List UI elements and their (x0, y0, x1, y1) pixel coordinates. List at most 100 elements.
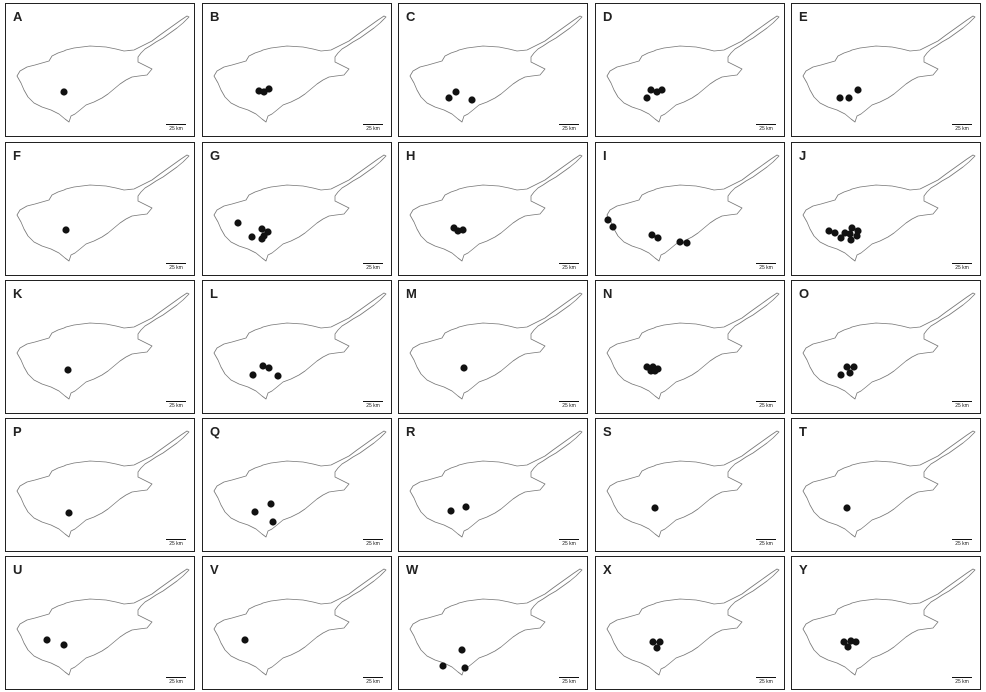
scale-bar-label: 25 km (759, 265, 773, 271)
cyprus-map (409, 154, 583, 262)
map-panel-h: H 25 km (398, 142, 588, 276)
cyprus-outline (213, 15, 387, 123)
scale-bar-label: 25 km (562, 541, 576, 547)
map-panel-f: F 25 km (5, 142, 195, 276)
cyprus-outline (606, 568, 780, 676)
scale-bar-label: 25 km (169, 126, 183, 132)
scale-bar: 25 km (756, 124, 776, 132)
site-marker (653, 644, 661, 652)
site-marker (843, 504, 851, 512)
scale-bar: 25 km (363, 124, 383, 132)
site-marker (265, 364, 273, 372)
map-panel-d: D 25 km (595, 3, 785, 137)
site-marker (60, 641, 68, 649)
scale-bar-label: 25 km (562, 265, 576, 271)
occurrence-sites (62, 226, 70, 234)
scale-bar-line (952, 677, 972, 678)
site-marker (267, 500, 275, 508)
map-panel-s: S 25 km (595, 418, 785, 552)
occurrence-sites (651, 504, 659, 512)
cyprus-map (16, 15, 190, 123)
cyprus-map (802, 430, 976, 538)
site-marker (654, 234, 662, 242)
panel-label: C (406, 9, 416, 24)
map-panel-a: A 25 km (5, 3, 195, 137)
panel-label: W (406, 562, 419, 577)
site-marker (43, 636, 51, 644)
cyprus-map (606, 292, 780, 400)
map-panel-p: P 25 km (5, 418, 195, 552)
cyprus-map (802, 154, 976, 262)
scale-bar: 25 km (756, 263, 776, 271)
site-marker (854, 86, 862, 94)
occurrence-sites (604, 216, 691, 247)
scale-bar-line (952, 401, 972, 402)
scale-bar-line (756, 401, 776, 402)
cyprus-map (409, 292, 583, 400)
scale-bar-line (166, 124, 186, 125)
scale-bar-label: 25 km (955, 126, 969, 132)
site-marker (643, 94, 651, 102)
cyprus-map (802, 568, 976, 676)
occurrence-sites (450, 224, 467, 235)
cyprus-outline (213, 568, 387, 676)
scale-bar-label: 25 km (759, 126, 773, 132)
occurrence-sites (643, 363, 662, 375)
cyprus-outline (409, 430, 583, 538)
scale-bar-line (166, 263, 186, 264)
scale-bar-label: 25 km (366, 265, 380, 271)
cyprus-map (606, 430, 780, 538)
map-panel-l: L 25 km (202, 280, 392, 414)
site-marker (846, 369, 854, 377)
scale-bar: 25 km (559, 677, 579, 685)
cyprus-outline (802, 430, 976, 538)
panel-label: J (799, 148, 807, 163)
scale-bar: 25 km (952, 263, 972, 271)
occurrence-sites (843, 504, 851, 512)
site-marker (62, 226, 70, 234)
cyprus-outline (409, 568, 583, 676)
map-panel-c: C 25 km (398, 3, 588, 137)
map-panel-u: U 25 km (5, 556, 195, 690)
panel-label: N (603, 286, 613, 301)
cyprus-outline (213, 430, 387, 538)
occurrence-sites (825, 224, 862, 244)
panel-label: K (13, 286, 23, 301)
site-marker (852, 638, 860, 646)
site-marker (248, 233, 256, 241)
occurrence-sites (447, 503, 470, 515)
cyprus-outline (409, 292, 583, 400)
site-marker (259, 362, 267, 370)
scale-bar-label: 25 km (562, 126, 576, 132)
scale-bar-label: 25 km (366, 541, 380, 547)
scale-bar-label: 25 km (366, 403, 380, 409)
scale-bar-label: 25 km (955, 265, 969, 271)
cyprus-outline (802, 568, 976, 676)
scale-bar: 25 km (363, 401, 383, 409)
scale-bar-line (166, 677, 186, 678)
cyprus-outline (16, 568, 190, 676)
cyprus-outline (606, 292, 780, 400)
cyprus-outline (213, 154, 387, 262)
map-panel-i: I 25 km (595, 142, 785, 276)
cyprus-outline (16, 15, 190, 123)
cyprus-map (409, 430, 583, 538)
panel-label: H (406, 148, 416, 163)
site-marker (853, 232, 861, 240)
cyprus-outline (802, 15, 976, 123)
scale-bar: 25 km (952, 401, 972, 409)
site-marker (269, 518, 277, 526)
site-marker (258, 225, 266, 233)
site-marker (251, 508, 259, 516)
site-marker (837, 371, 845, 379)
panel-label: I (603, 148, 607, 163)
scale-bar: 25 km (166, 539, 186, 547)
cyprus-outline (409, 154, 583, 262)
map-panel-k: K 25 km (5, 280, 195, 414)
scale-bar-line (363, 539, 383, 540)
map-panel-q: Q 25 km (202, 418, 392, 552)
site-marker (831, 229, 839, 237)
site-marker (439, 662, 447, 670)
cyprus-map (606, 15, 780, 123)
scale-bar: 25 km (363, 539, 383, 547)
